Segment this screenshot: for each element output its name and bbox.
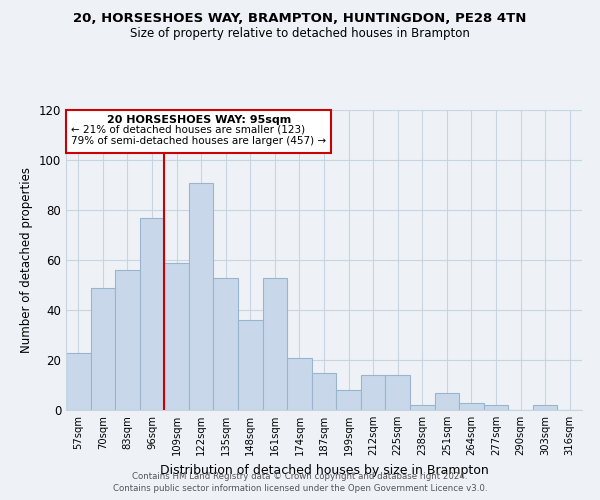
Bar (484, 405, 508, 410)
Bar (459, 402, 484, 410)
Bar (263, 278, 287, 410)
Bar (312, 372, 336, 410)
Bar (140, 218, 164, 410)
Text: ← 21% of detached houses are smaller (123): ← 21% of detached houses are smaller (12… (71, 125, 305, 135)
Bar (336, 390, 361, 410)
Bar (287, 358, 312, 410)
Bar (164, 262, 189, 410)
Bar (434, 392, 459, 410)
Bar (361, 375, 385, 410)
Bar (214, 278, 238, 410)
Text: Size of property relative to detached houses in Brampton: Size of property relative to detached ho… (130, 28, 470, 40)
Y-axis label: Number of detached properties: Number of detached properties (20, 167, 33, 353)
Bar (91, 288, 115, 410)
Text: 20 HORSESHOES WAY: 95sqm: 20 HORSESHOES WAY: 95sqm (107, 115, 291, 125)
Bar (385, 375, 410, 410)
FancyBboxPatch shape (66, 110, 331, 152)
Bar (115, 270, 140, 410)
Text: Contains HM Land Registry data © Crown copyright and database right 2024.: Contains HM Land Registry data © Crown c… (132, 472, 468, 481)
Text: Contains public sector information licensed under the Open Government Licence v3: Contains public sector information licen… (113, 484, 487, 493)
Bar (533, 405, 557, 410)
Text: 79% of semi-detached houses are larger (457) →: 79% of semi-detached houses are larger (… (71, 136, 326, 146)
Bar (238, 320, 263, 410)
Bar (66, 352, 91, 410)
Bar (410, 405, 434, 410)
Text: 20, HORSESHOES WAY, BRAMPTON, HUNTINGDON, PE28 4TN: 20, HORSESHOES WAY, BRAMPTON, HUNTINGDON… (73, 12, 527, 26)
X-axis label: Distribution of detached houses by size in Brampton: Distribution of detached houses by size … (160, 464, 488, 476)
Bar (189, 182, 214, 410)
